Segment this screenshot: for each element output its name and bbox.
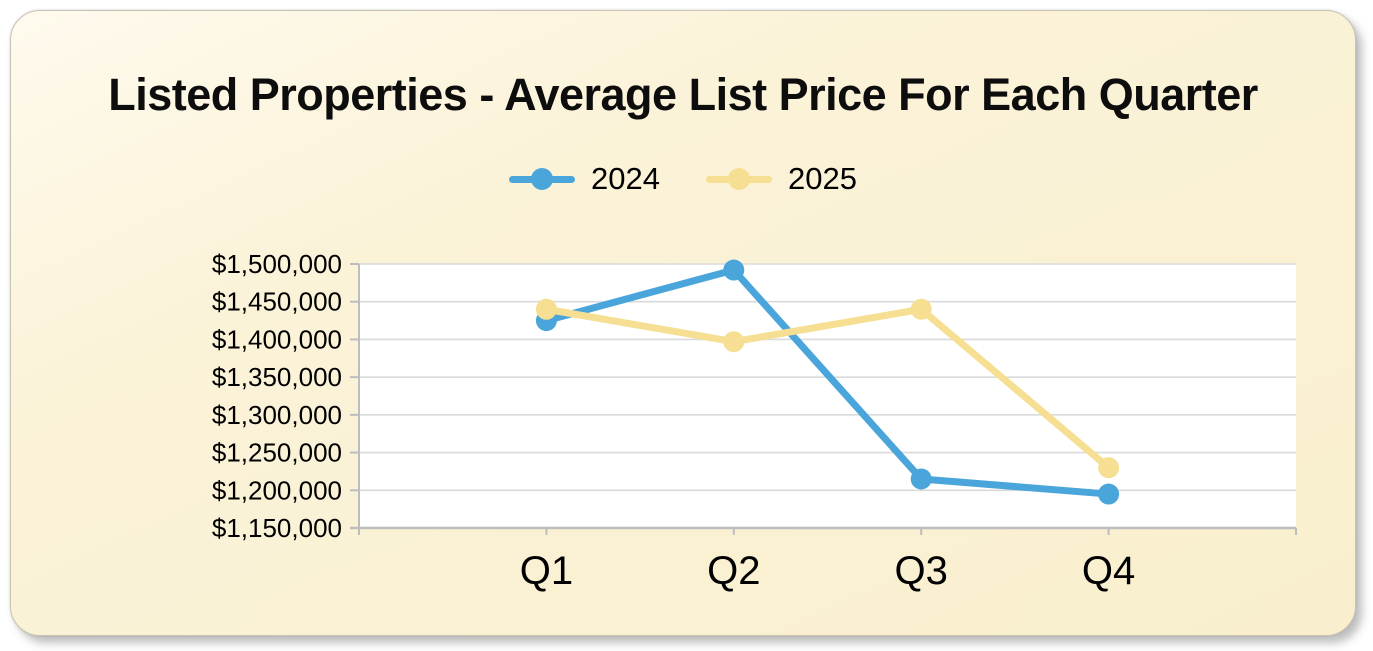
x-axis-label: Q1: [520, 549, 573, 593]
y-axis-label: $1,500,000: [212, 249, 342, 279]
data-point-2024-Q3: [910, 468, 932, 490]
data-point-2025-Q2: [723, 331, 745, 353]
legend-label-2024: 2024: [591, 161, 660, 196]
y-axis-label: $1,450,000: [212, 287, 342, 317]
y-axis-label: $1,250,000: [212, 438, 342, 468]
y-axis-label: $1,300,000: [212, 400, 342, 430]
legend-item-2024: 2024: [509, 161, 660, 197]
y-axis-label: $1,200,000: [212, 475, 342, 505]
line-chart: $1,500,000 $1,450,000 $1,400,000 $1,350,000…: [212, 249, 1297, 593]
legend-swatch-2025-line-marker-icon: [706, 168, 772, 190]
x-axis-label: Q3: [895, 549, 948, 593]
series-line-2025: [542, 305, 1113, 472]
data-point-2025-Q4: [1098, 457, 1120, 479]
y-axis-label: $1,150,000: [212, 513, 342, 543]
legend: 2024 2025: [11, 161, 1355, 197]
y-axis-label: $1,350,000: [212, 362, 342, 392]
series-line-2024: [542, 266, 1113, 498]
legend-label-2025: 2025: [788, 161, 857, 196]
chart-title: Listed Properties - Average List Price F…: [108, 69, 1258, 120]
legend-swatch-2024-line-marker-icon: [509, 168, 576, 190]
data-point-2025-Q1: [535, 298, 557, 320]
legend-item-2025: 2025: [706, 161, 857, 197]
y-axis-label: $1,400,000: [212, 324, 342, 354]
chart-card: Listed Properties - Average List Price F…: [10, 10, 1356, 636]
data-point-2025-Q3: [910, 298, 932, 320]
x-axis-label: Q2: [707, 549, 760, 593]
plot-area: [359, 264, 1296, 528]
x-axis-label: Q4: [1082, 549, 1135, 593]
data-point-2024-Q4: [1098, 483, 1120, 505]
data-point-2024-Q2: [723, 259, 745, 281]
